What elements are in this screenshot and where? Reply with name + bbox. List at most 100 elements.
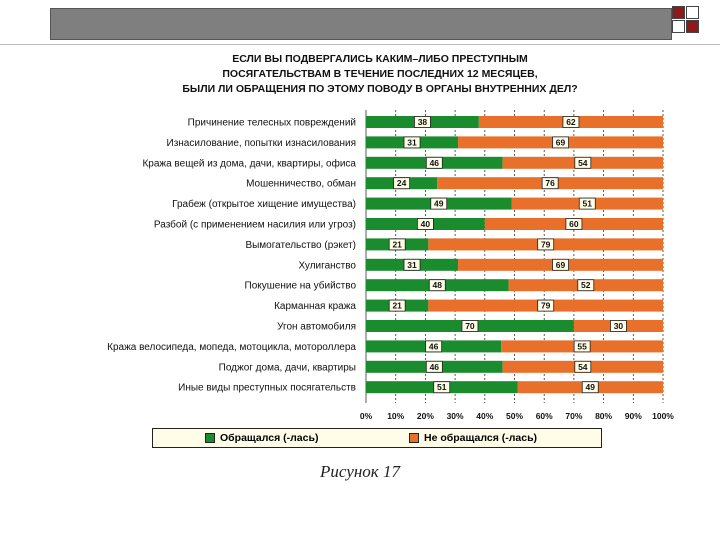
value-label-box-applied bbox=[428, 279, 446, 292]
value-label-applied: 21 bbox=[392, 239, 402, 249]
category-label: Причинение телесных повреждений bbox=[188, 118, 356, 129]
decor-square-icon bbox=[686, 20, 699, 33]
value-label-box-applied bbox=[393, 177, 411, 190]
value-label-applied: 46 bbox=[430, 362, 440, 372]
legend-swatch-applied bbox=[205, 433, 215, 443]
value-label-box-not-applied bbox=[562, 116, 580, 128]
category-label: Покушение на убийство bbox=[245, 280, 357, 292]
value-label-applied: 70 bbox=[465, 321, 475, 331]
category-label: Вымогательство (рэкет) bbox=[245, 240, 356, 251]
decor-square-icon bbox=[686, 6, 699, 19]
value-label-not-applied: 76 bbox=[545, 178, 555, 188]
category-label: Угон автомобиля bbox=[277, 321, 356, 333]
x-tick-label: 80% bbox=[595, 411, 612, 421]
value-label-box-not-applied bbox=[541, 177, 559, 190]
decor-square-icon bbox=[672, 20, 685, 33]
value-label-box-applied bbox=[403, 258, 421, 271]
value-label-box-applied bbox=[433, 381, 451, 394]
value-label-box-not-applied bbox=[565, 218, 583, 230]
value-label-box-applied bbox=[416, 218, 434, 230]
chart-title-line: БЫЛИ ЛИ ОБРАЩЕНИЯ ПО ЭТОМУ ПОВОДУ В ОРГА… bbox=[182, 83, 578, 95]
value-label-box-applied bbox=[461, 320, 479, 332]
value-label-box-applied bbox=[425, 340, 443, 353]
decor-square-icon bbox=[672, 6, 685, 19]
value-label-box-not-applied bbox=[610, 320, 627, 332]
chart-title-line: ЕСЛИ ВЫ ПОДВЕРГАЛИСЬ КАКИМ–ЛИБО ПРЕСТУПН… bbox=[232, 53, 528, 65]
value-label-applied: 24 bbox=[397, 178, 407, 188]
value-label-applied: 21 bbox=[392, 301, 402, 311]
value-label-not-applied: 30 bbox=[614, 321, 624, 331]
value-label-applied: 31 bbox=[407, 260, 417, 270]
value-label-applied: 46 bbox=[429, 341, 439, 351]
category-label: Мошенничество, обман bbox=[246, 178, 356, 190]
value-label-box-not-applied bbox=[581, 381, 599, 394]
value-label-not-applied: 69 bbox=[556, 137, 566, 147]
value-label-not-applied: 49 bbox=[586, 382, 596, 392]
x-tick-label: 70% bbox=[565, 411, 582, 421]
value-label-not-applied: 79 bbox=[541, 301, 551, 311]
legend-item-applied: Обращался (-лась) bbox=[205, 432, 318, 444]
value-label-not-applied: 52 bbox=[581, 280, 591, 290]
value-label-box-applied bbox=[388, 238, 406, 251]
x-tick-label: 90% bbox=[625, 411, 642, 421]
figure-caption: Рисунок 17 bbox=[320, 462, 400, 481]
value-label-not-applied: 60 bbox=[569, 219, 579, 229]
value-label-box-applied bbox=[425, 156, 443, 169]
value-label-box-not-applied bbox=[577, 279, 595, 292]
chart-title: ЕСЛИ ВЫ ПОДВЕРГАЛИСЬ КАКИМ–ЛИБО ПРЕСТУПН… bbox=[100, 52, 660, 97]
value-label-box-not-applied bbox=[574, 360, 592, 373]
category-label: Хулиганство bbox=[298, 260, 356, 271]
category-label: Грабеж (открытое хищение имущества) bbox=[172, 198, 356, 210]
category-label: Карманная кража bbox=[274, 301, 356, 312]
value-label-box-not-applied bbox=[537, 238, 555, 251]
legend-item-not-applied: Не обращался (-лась) bbox=[409, 432, 537, 444]
value-label-box-not-applied bbox=[552, 136, 569, 149]
value-label-box-applied bbox=[414, 116, 431, 128]
value-label-box-not-applied bbox=[537, 299, 555, 312]
value-label-applied: 38 bbox=[418, 117, 428, 127]
x-tick-label: 20% bbox=[417, 411, 434, 421]
header-band bbox=[50, 8, 672, 40]
divider-line bbox=[0, 44, 720, 45]
x-tick-label: 60% bbox=[536, 411, 553, 421]
value-label-box-not-applied bbox=[578, 197, 596, 210]
value-label-box-applied bbox=[403, 136, 421, 149]
value-label-box-not-applied bbox=[552, 258, 569, 271]
x-tick-label: 50% bbox=[506, 411, 523, 421]
category-label: Изнасилование, попытки изнасилования bbox=[167, 138, 356, 149]
value-label-box-applied bbox=[388, 299, 406, 312]
legend-swatch-not-applied bbox=[409, 433, 419, 443]
legend-label-applied: Обращался (-лась) bbox=[220, 432, 319, 444]
value-label-not-applied: 62 bbox=[566, 117, 576, 127]
value-label-not-applied: 54 bbox=[578, 362, 588, 372]
x-tick-label: 40% bbox=[476, 411, 493, 421]
value-label-not-applied: 54 bbox=[578, 158, 588, 168]
legend-label-not-applied: Не обращался (-лась) bbox=[424, 432, 538, 444]
value-label-box-not-applied bbox=[574, 156, 592, 169]
value-label-applied: 49 bbox=[434, 199, 444, 209]
value-label-box-not-applied bbox=[573, 340, 591, 353]
category-label: Поджог дома, дачи, квартиры bbox=[219, 362, 356, 373]
x-tick-label: 30% bbox=[447, 411, 464, 421]
value-label-applied: 40 bbox=[421, 219, 431, 229]
value-label-box-applied bbox=[425, 360, 443, 373]
x-tick-label: 10% bbox=[387, 411, 404, 421]
value-label-not-applied: 51 bbox=[583, 199, 593, 209]
chart-title-line: ПОСЯГАТЕЛЬСТВАМ В ТЕЧЕНИЕ ПОСЛЕДНИХ 12 М… bbox=[222, 68, 538, 80]
x-tick-label: 100% bbox=[652, 411, 674, 421]
x-tick-label: 0% bbox=[360, 411, 373, 421]
chart-legend: Обращался (-лась) Не обращался (-лась) bbox=[152, 428, 602, 448]
category-label: Кража вещей из дома, дачи, квартиры, офи… bbox=[142, 157, 356, 169]
category-label: Разбой (с применением насилия или угроз) bbox=[154, 219, 356, 231]
value-label-applied: 51 bbox=[437, 382, 447, 392]
value-label-applied: 46 bbox=[430, 158, 440, 168]
value-label-box-applied bbox=[430, 197, 448, 210]
value-label-applied: 31 bbox=[407, 137, 417, 147]
value-label-applied: 48 bbox=[433, 280, 443, 290]
value-label-not-applied: 79 bbox=[541, 239, 551, 249]
value-label-not-applied: 55 bbox=[577, 341, 587, 351]
value-label-not-applied: 69 bbox=[556, 260, 566, 270]
category-label: Кража велосипеда, мопеда, мотоцикла, мот… bbox=[107, 342, 356, 353]
category-label: Иные виды преступных посягательств bbox=[178, 383, 356, 394]
